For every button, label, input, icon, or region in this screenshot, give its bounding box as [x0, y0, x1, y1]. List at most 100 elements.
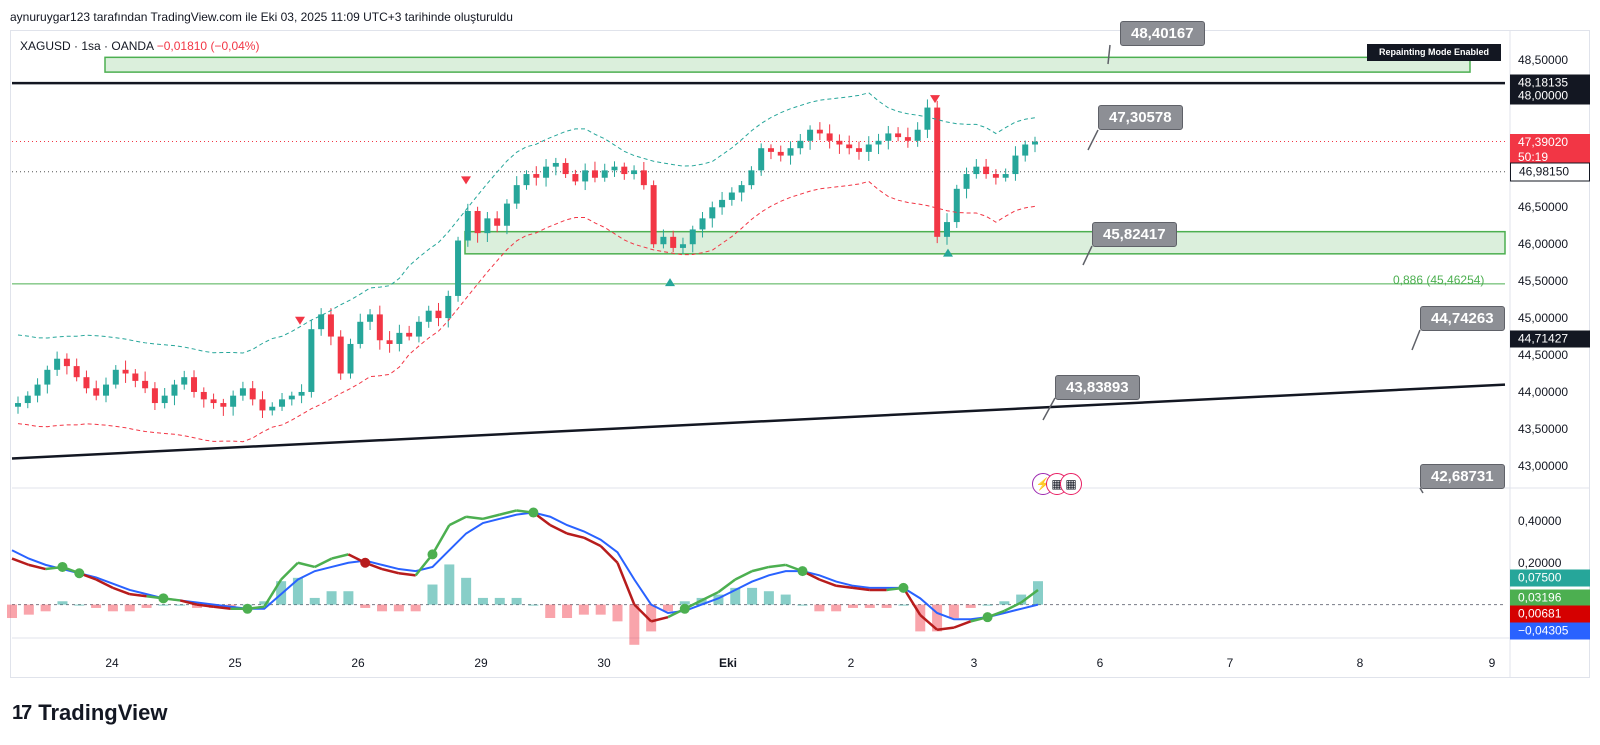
- tradingview-logo[interactable]: 17 TradingView: [12, 700, 167, 726]
- time-label-7: 3: [970, 656, 978, 670]
- callout-pointer: [1042, 397, 1056, 421]
- candle-body: [93, 388, 100, 396]
- candle-body: [865, 144, 872, 152]
- candle-body: [279, 399, 286, 407]
- candle-body: [63, 358, 70, 367]
- cross-marker: [528, 507, 539, 518]
- candle-body: [807, 129, 814, 141]
- candle-body: [787, 148, 794, 156]
- histogram-bar: [1016, 594, 1027, 605]
- macd-line-segment: [482, 513, 501, 521]
- symbol-info[interactable]: XAGUSD · 1sa · OANDA −0,01810 (−0,04%): [20, 39, 259, 53]
- buy-signal-marker: [665, 278, 675, 287]
- candle-body: [543, 166, 550, 178]
- candle-body: [562, 162, 569, 175]
- candle-body: [591, 170, 598, 178]
- histogram-bar: [124, 604, 135, 612]
- candle-body: [474, 210, 481, 234]
- price-axis[interactable]: 48,50000 46,50000 46,00000 45,50000 45,00000…: [1510, 30, 1590, 678]
- macd-line-segment: [836, 584, 854, 590]
- macd-line-segment: [1003, 601, 1022, 613]
- macd-line-segment: [297, 561, 316, 569]
- macd-line-segment: [465, 515, 484, 521]
- symbol-name: XAGUSD · 1sa · OANDA: [20, 39, 154, 53]
- time-label-1: 25: [228, 656, 242, 670]
- time-label-11: 9: [1488, 656, 1496, 670]
- callout-45-82417[interactable]: 45,82417: [1092, 222, 1177, 247]
- candle-body: [298, 391, 305, 396]
- time-label-5: Eki: [718, 656, 738, 670]
- macd-line-segment: [11, 557, 30, 567]
- economic-events[interactable]: ⚡ ▦ ▦: [1032, 473, 1082, 495]
- histogram-bar: [780, 594, 791, 605]
- candle-body: [288, 395, 295, 400]
- candle-body: [533, 174, 540, 178]
- candle-body: [503, 203, 510, 226]
- histogram-bar: [40, 604, 51, 612]
- candle-body: [464, 210, 471, 241]
- cross-marker: [242, 603, 253, 614]
- osc-tag: 0,07500: [1510, 569, 1590, 587]
- candle-body: [992, 174, 999, 178]
- candle-body: [728, 192, 735, 200]
- candle-body: [552, 162, 559, 167]
- candle-body: [327, 314, 334, 337]
- candle-body: [709, 207, 716, 219]
- macd-line-segment: [398, 571, 416, 577]
- candle-body: [83, 377, 90, 389]
- candle-body: [161, 395, 168, 404]
- candle-body: [445, 295, 452, 319]
- histogram-bar: [23, 604, 34, 615]
- tv-logo-icon: 17: [12, 701, 32, 724]
- candle-body: [122, 369, 129, 374]
- callout-48-40167[interactable]: 48,40167: [1120, 21, 1205, 46]
- osc-tick: 0,20000: [1518, 555, 1562, 570]
- histogram-bar: [494, 597, 505, 605]
- callout-pointer: [1411, 329, 1421, 351]
- candle-body: [572, 174, 579, 182]
- candle-body: [953, 188, 960, 223]
- macd-line-segment: [599, 545, 619, 564]
- histogram-bar: [965, 604, 976, 608]
- candle-body: [259, 399, 266, 411]
- candle-body: [855, 148, 862, 152]
- candle-body: [54, 358, 61, 370]
- histogram-bar: [713, 594, 724, 605]
- callout-47-30578[interactable]: 47,30578: [1098, 105, 1183, 130]
- candle-body: [904, 137, 911, 141]
- candle-body: [230, 395, 237, 407]
- histogram-bar: [427, 584, 438, 605]
- candle-body: [44, 369, 51, 385]
- histogram-bar: [7, 604, 17, 619]
- cross-marker: [679, 603, 690, 614]
- time-label-8: 6: [1096, 656, 1104, 670]
- histogram-bar: [393, 604, 404, 612]
- candle-body: [611, 166, 618, 171]
- candle-body: [523, 174, 530, 186]
- callout-43-83893[interactable]: 43,83893: [1055, 375, 1140, 400]
- histogram-bar: [679, 601, 690, 605]
- candle-body: [1022, 144, 1029, 156]
- candle-body: [396, 332, 403, 344]
- time-label-9: 7: [1226, 656, 1234, 670]
- callout-42-68731[interactable]: 42,68731: [1420, 464, 1505, 489]
- osc-tick: 0,40000: [1518, 513, 1562, 528]
- price-tick: 44,00000: [1518, 384, 1569, 399]
- macd-line-segment: [112, 586, 131, 596]
- candle-body: [601, 170, 608, 178]
- price-tag: 48,18135: [1510, 74, 1590, 92]
- macd-line-segment: [448, 515, 467, 527]
- macd-line-segment: [499, 509, 517, 516]
- histogram-bar: [107, 604, 118, 612]
- candle-body: [748, 170, 755, 186]
- candle-body: [973, 166, 980, 175]
- candle-body: [210, 399, 217, 404]
- candle-body: [640, 170, 647, 186]
- price-tick: 48,50000: [1518, 52, 1569, 67]
- cross-marker: [427, 549, 438, 560]
- osc-tag: 0,03196: [1510, 589, 1590, 607]
- callout-44-74263[interactable]: 44,74263: [1420, 306, 1505, 331]
- candle-body: [34, 384, 41, 396]
- us-flag-icon-2[interactable]: ▦: [1060, 473, 1082, 495]
